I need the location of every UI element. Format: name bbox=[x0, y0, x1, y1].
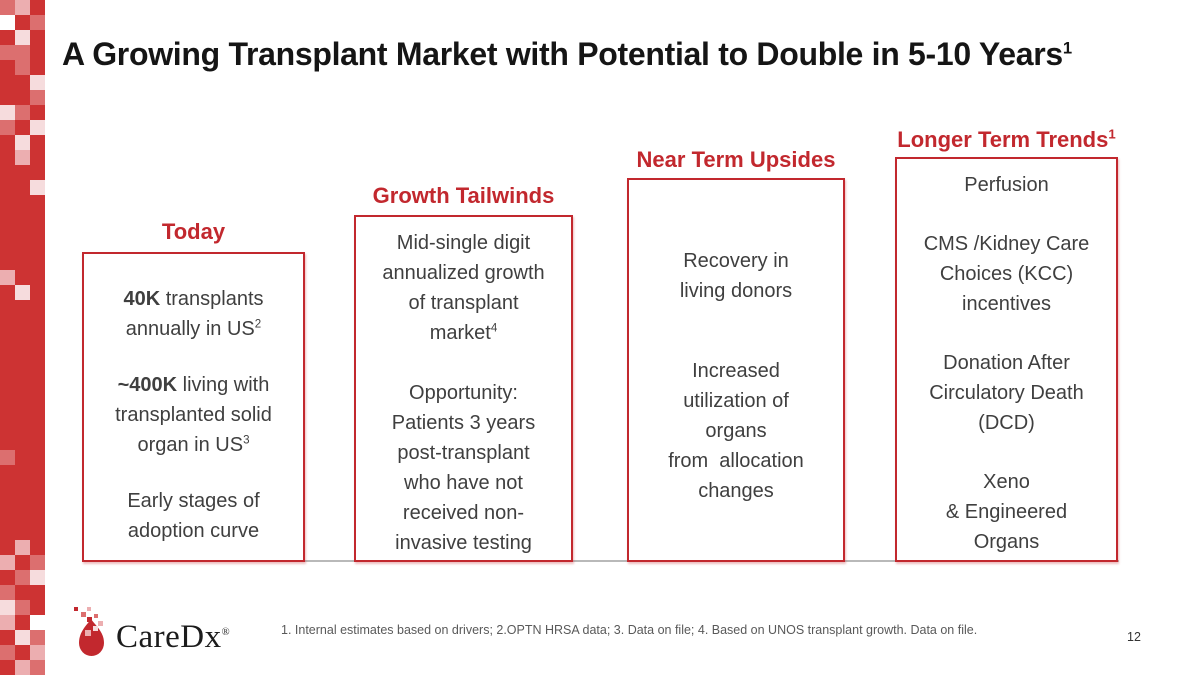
box-paragraph: Perfusion bbox=[964, 174, 1049, 196]
slide-title: A Growing Transplant Market with Potenti… bbox=[62, 36, 1072, 72]
mosaic-cell bbox=[15, 600, 30, 615]
mosaic-cell bbox=[0, 450, 15, 465]
mosaic-cell bbox=[0, 615, 15, 630]
mosaic-cell bbox=[30, 90, 45, 105]
mosaic-cell bbox=[0, 105, 15, 120]
mosaic-cell bbox=[0, 15, 15, 30]
mosaic-cell bbox=[30, 120, 45, 135]
mosaic-cell bbox=[0, 270, 15, 285]
mosaic-cell bbox=[15, 150, 30, 165]
mosaic-cell bbox=[0, 585, 15, 600]
column-content-longer-term-trends: Perfusion CMS /Kidney Care Choices (KCC) in… bbox=[897, 159, 1116, 557]
mosaic-cell bbox=[0, 645, 15, 660]
box-paragraph: Donation After Circulatory Death (DCD) bbox=[929, 352, 1084, 434]
mosaic-cell bbox=[15, 0, 30, 15]
mosaic-cell bbox=[30, 645, 45, 660]
box-paragraph: Xeno & Engineered Organs bbox=[945, 471, 1068, 553]
mosaic-cell bbox=[15, 570, 30, 585]
mosaic-cell bbox=[15, 540, 30, 555]
column-header-growth-tailwinds: Growth Tailwinds bbox=[372, 183, 555, 208]
mosaic-cell bbox=[15, 60, 30, 75]
mosaic-cell bbox=[30, 15, 45, 30]
mosaic-cell bbox=[0, 45, 15, 60]
mosaic-cell bbox=[15, 135, 30, 150]
column-content-near-term-upsides: Recovery in living donors Increased utiliza… bbox=[629, 180, 843, 506]
mosaic-cell bbox=[0, 0, 15, 15]
mosaic-cell bbox=[15, 45, 30, 60]
mosaic-cell bbox=[30, 75, 45, 90]
mosaic-cell bbox=[30, 570, 45, 585]
mosaic-cell bbox=[15, 105, 30, 120]
column-header-today: Today bbox=[161, 219, 226, 244]
box-paragraph: Mid-single digit annualized growth of tran… bbox=[382, 232, 545, 344]
column-content-today: 40K transplants annually in US2 ~400K livi… bbox=[84, 254, 303, 546]
column-content-growth-tailwinds: Mid-single digit annualized growth of tran… bbox=[356, 217, 571, 558]
baseline-divider bbox=[82, 560, 1119, 562]
left-accent-mosaic-bar bbox=[0, 0, 45, 675]
box-paragraph: 40K transplants annually in US2 bbox=[123, 288, 264, 340]
mosaic-cell bbox=[30, 615, 45, 630]
mosaic-cell bbox=[15, 285, 30, 300]
column-box-growth-tailwinds: Mid-single digit annualized growth of tran… bbox=[354, 215, 573, 562]
column-box-today: 40K transplants annually in US2 ~400K livi… bbox=[82, 252, 305, 562]
mosaic-cell bbox=[15, 630, 30, 645]
mosaic-cell bbox=[30, 180, 45, 195]
mosaic-cell bbox=[0, 120, 15, 135]
caredx-logo: CareDx® bbox=[72, 606, 230, 660]
caredx-drop-icon bbox=[74, 607, 104, 656]
registered-mark: ® bbox=[221, 627, 231, 638]
column-header-near-term-upsides: Near Term Upsides bbox=[636, 147, 836, 172]
box-paragraph: Early stages of adoption curve bbox=[127, 490, 260, 542]
caredx-wordmark: CareDx® bbox=[116, 619, 231, 655]
mosaic-cell bbox=[30, 555, 45, 570]
page-number: 12 bbox=[1127, 630, 1141, 644]
column-box-near-term-upsides: Recovery in living donors Increased utiliza… bbox=[627, 178, 845, 562]
column-header-longer-term-trends: Longer Term Trends1 bbox=[897, 126, 1116, 152]
mosaic-cell bbox=[30, 660, 45, 675]
mosaic-cell bbox=[30, 630, 45, 645]
box-paragraph: Opportunity: Patients 3 years post-transpl… bbox=[391, 382, 536, 554]
footnote: 1. Internal estimates based on drivers; … bbox=[281, 623, 978, 637]
box-paragraph: CMS /Kidney Care Choices (KCC) incentives bbox=[923, 233, 1090, 315]
mosaic-cell bbox=[0, 600, 15, 615]
box-paragraph: Increased utilization of organs from alloca… bbox=[668, 360, 804, 502]
mosaic-cell bbox=[0, 555, 15, 570]
column-box-longer-term-trends: Perfusion CMS /Kidney Care Choices (KCC) in… bbox=[895, 157, 1118, 562]
box-paragraph: ~400K living with transplanted solid organ… bbox=[115, 374, 272, 456]
mosaic-cell bbox=[15, 30, 30, 45]
box-paragraph: Recovery in living donors bbox=[679, 250, 793, 302]
mosaic-cell bbox=[15, 660, 30, 675]
